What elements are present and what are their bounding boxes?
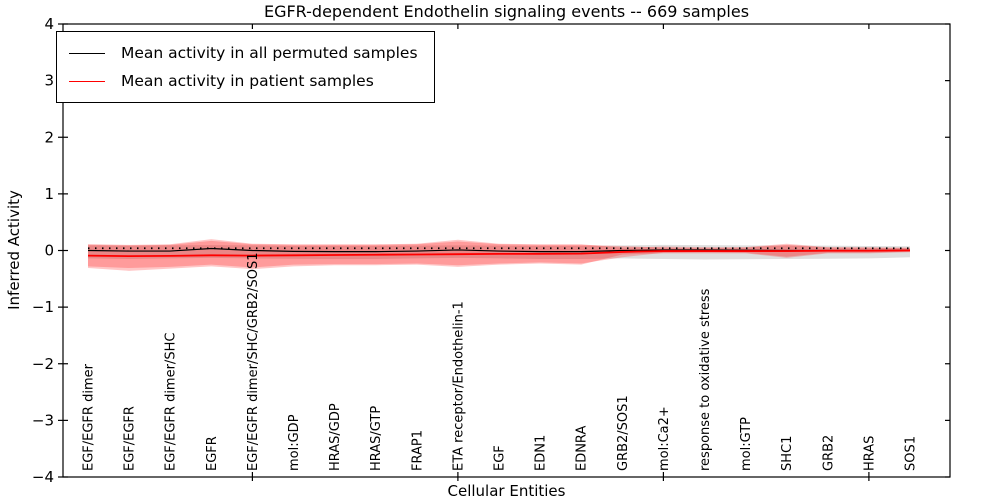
x-axis-label: Cellular Entities [447,482,566,500]
legend-label-permuted: Mean activity in all permuted samples [121,44,418,62]
x-category-label: EGF/EGFR [123,406,138,471]
y-tick-label: 4 [44,15,54,33]
legend-item-permuted: Mean activity in all permuted samples [69,39,418,67]
x-category-label: HRAS/GTP [369,406,384,471]
y-tick-label: 3 [44,72,54,90]
x-category-label: SHC1 [780,436,795,471]
y-axis-label: Inferred Activity [5,190,23,310]
y-tick-label: 0 [44,242,54,260]
x-category-label: EDNRA [575,426,590,471]
x-category-label: ETA receptor/Endothelin-1 [451,301,466,471]
x-category-label: EGF/EGFR dimer/SHC [164,333,179,471]
x-category-label: mol:GDP [287,414,302,471]
permuted-line-swatch [69,52,105,54]
y-tick-label: −2 [32,355,54,373]
chart-title: EGFR-dependent Endothelin signaling even… [263,2,750,21]
x-category-label: EGF/EGFR dimer/SHC/GRB2/SOS1 [246,253,261,472]
x-category-label: response to oxidative stress [698,288,713,471]
x-category-label: EDN1 [534,435,549,471]
legend-box: Mean activity in all permuted samples Me… [56,31,435,103]
x-category-label: GRB2/SOS1 [616,395,631,471]
y-tick-label: −1 [32,298,54,316]
y-tick-label: 1 [44,185,54,203]
patient-samples-band-outer-area [88,239,910,271]
x-category-label: HRAS [862,436,877,471]
x-category-label: FRAP1 [410,430,425,471]
y-tick-label: 2 [44,128,54,146]
series-line-mean-activity-in-patient-samples [87,249,911,258]
y-tick-label: −4 [32,468,54,486]
x-category-label: mol:Ca2+ [657,406,672,471]
x-category-label: GRB2 [821,435,836,471]
x-category-label: EGFR [205,436,220,471]
legend-label-patient: Mean activity in patient samples [121,72,374,90]
y-tick-label: −3 [32,411,54,429]
x-category-label: EGF/EGFR dimer [82,363,97,471]
patient-line-swatch [69,80,105,82]
x-category-label: mol:GTP [739,417,754,471]
x-category-label: HRAS/GDP [328,403,343,471]
legend-item-patient: Mean activity in patient samples [69,67,418,95]
x-category-label: SOS1 [904,436,919,471]
x-category-label: EGF [493,445,508,471]
